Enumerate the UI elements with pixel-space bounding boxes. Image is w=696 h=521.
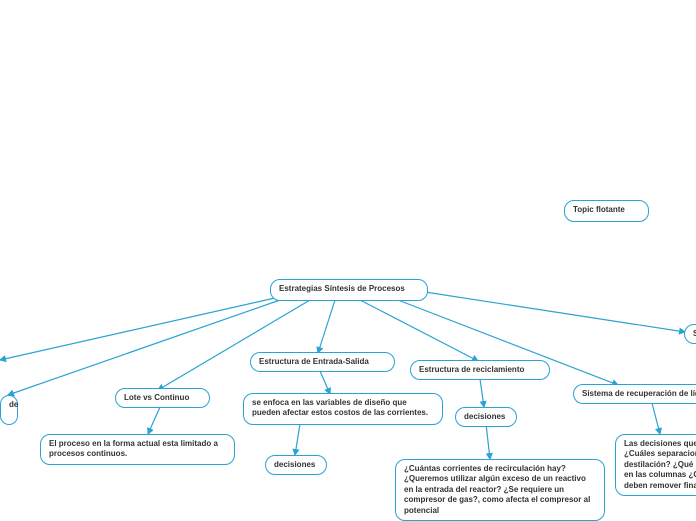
node-reciclamiento[interactable]: Estructura de reciclamiento [410,360,550,380]
node-lote-desc[interactable]: El proceso en la forma actual esta limit… [40,434,235,465]
node-floating[interactable]: Topic flotante [564,200,649,222]
node-recic-questions[interactable]: ¿Cuántas corrientes de recirculación hay… [395,459,605,521]
node-sistema-desc[interactable]: Las decisiones que tomar son: ¿Cuáles se… [615,434,696,496]
mindmap-canvas: Topic flotante Estrategias Síntesis de P… [0,0,696,520]
node-sin-partial[interactable]: Sín [684,324,696,344]
node-entrada-desc[interactable]: se enfoca en las variables de diseño que… [243,393,443,425]
node-entrada[interactable]: Estructura de Entrada-Salida [250,352,395,372]
node-left-partial[interactable]: de [0,395,18,425]
node-lote[interactable]: Lote vs Continuo [115,388,210,408]
node-decisiones-1[interactable]: decisiones [265,455,327,475]
node-root[interactable]: Estrategias Síntesis de Procesos [270,279,428,301]
node-sistema[interactable]: Sistema de recuperación de líquid [573,384,696,404]
node-decisiones-2[interactable]: decisiones [455,407,517,427]
